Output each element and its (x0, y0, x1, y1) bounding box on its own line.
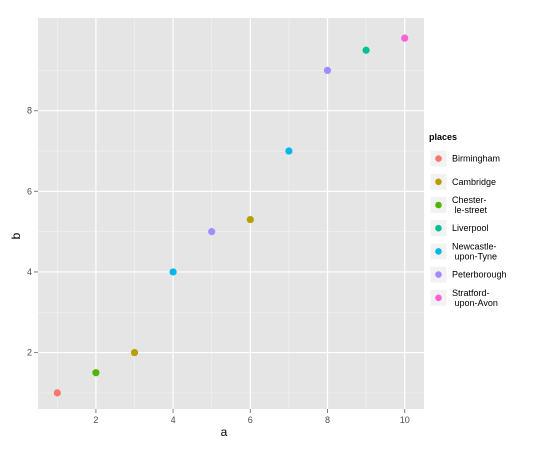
data-point (208, 228, 216, 236)
x-axis-title: a (221, 425, 228, 439)
y-tick-label: 4 (27, 267, 32, 277)
legend-label-line: Liverpool (452, 223, 489, 233)
legend-label: Peterborough (452, 270, 507, 280)
data-point (53, 389, 61, 397)
legend-key-point (435, 271, 442, 278)
legend-label-line: Stratford- (452, 288, 490, 298)
legend-key-point (435, 248, 442, 255)
legend-label: Stratford- upon-Avon (452, 288, 498, 308)
data-point (323, 66, 332, 75)
data-point (362, 46, 370, 54)
legend-key-point (435, 294, 442, 302)
data-point (130, 348, 139, 357)
legend-label: Cambridge (452, 177, 496, 187)
legend-key-point (435, 178, 442, 186)
data-point (285, 147, 293, 155)
legend-items: Birmingham Cambridge Chester- le-street Liv… (429, 149, 507, 308)
x-tick-label: 4 (171, 415, 176, 425)
legend-label: Chester- le-street (452, 195, 488, 215)
legend-key-point (435, 155, 442, 162)
x-tick-label: 10 (400, 415, 410, 425)
data-point (246, 215, 254, 224)
axis-ticks: 2 4 6 8 10 2 4 6 8 (27, 106, 410, 425)
y-axis-title: b (9, 232, 23, 239)
x-tick-label: 6 (248, 415, 253, 425)
legend-label-line: Birmingham (452, 154, 500, 164)
data-point (92, 369, 100, 377)
legend-label-line: Cambridge (452, 177, 496, 187)
legend-label-line: Newcastle- (452, 241, 497, 251)
x-tick-label: 8 (325, 415, 330, 425)
legend-label-line: Chester- (452, 195, 487, 205)
legend-key-point (435, 201, 442, 209)
grid-lines (38, 18, 424, 409)
plot-panel (38, 18, 424, 409)
legend-title: places (429, 132, 457, 142)
x-tick-label: 2 (93, 415, 98, 425)
legend: places Birmingham Cambridge Chester- le-st… (429, 132, 507, 308)
legend-label-line: le-street (452, 205, 488, 215)
legend-label: Newcastle- upon-Tyne (452, 241, 497, 261)
data-points (53, 34, 409, 397)
y-tick-label: 8 (27, 106, 32, 116)
legend-key-point (435, 224, 442, 232)
y-tick-label: 2 (27, 348, 32, 358)
legend-label: Birmingham (452, 154, 500, 164)
legend-label: Liverpool (452, 223, 489, 233)
legend-label-line: Peterborough (452, 270, 507, 280)
data-point (401, 34, 409, 42)
data-point (169, 268, 177, 276)
y-tick-label: 6 (27, 186, 32, 196)
legend-label-line: upon-Tyne (452, 251, 497, 261)
legend-label-line: upon-Avon (452, 298, 498, 308)
